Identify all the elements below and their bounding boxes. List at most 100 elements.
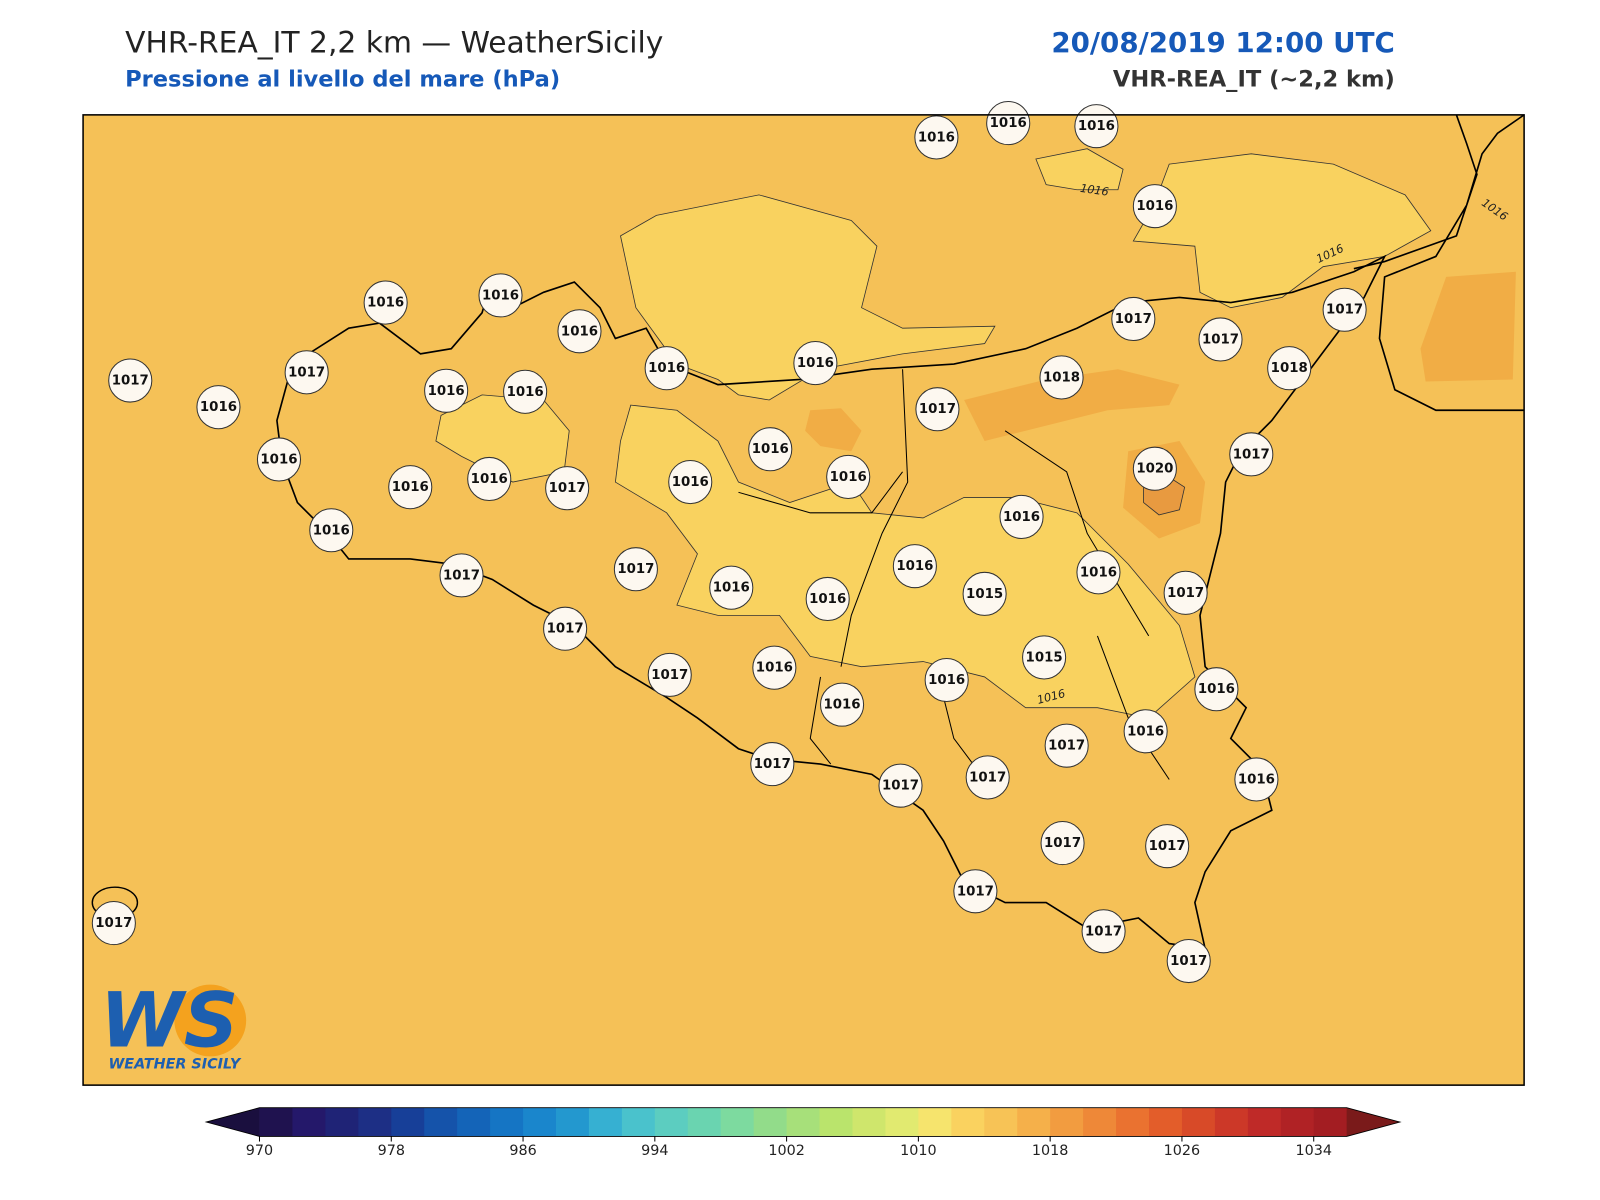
station-value: 1016	[672, 475, 709, 490]
station-value: 1016	[392, 480, 429, 495]
model: VHR-REA_IT (~2,2 km)	[1113, 67, 1395, 93]
station-value: 1017	[969, 770, 1006, 785]
station-value: 1016	[752, 442, 789, 457]
station-marker	[644, 346, 689, 391]
station-value: 1016	[482, 288, 519, 303]
station-marker	[1163, 570, 1208, 615]
station-value: 1017	[1233, 447, 1270, 462]
station-value: 1018	[1043, 370, 1080, 385]
station-marker	[613, 547, 658, 592]
station-value: 1017	[754, 757, 791, 772]
colorbar-tick-label: 1034	[1295, 1143, 1332, 1159]
station-value: 1020	[1136, 462, 1173, 477]
colorbar-bin	[885, 1107, 919, 1137]
station-value: 1016	[428, 384, 465, 399]
logo-text: WEATHER SICILY	[108, 1057, 241, 1073]
colorbar-bin	[588, 1107, 623, 1137]
station-marker	[647, 652, 692, 697]
station-marker	[1267, 346, 1312, 391]
station-value: 1017	[95, 916, 132, 931]
station-value: 1016	[200, 400, 237, 415]
station-marker	[999, 494, 1044, 539]
station-value: 1017	[882, 779, 919, 794]
station-value: 1016	[1003, 510, 1040, 525]
station-value: 1016	[713, 581, 750, 596]
colorbar-under	[206, 1107, 260, 1137]
colorbar-bin	[852, 1107, 886, 1137]
station-marker	[478, 273, 523, 318]
station-marker	[1022, 635, 1067, 680]
station-marker	[196, 385, 241, 430]
colorbar-bin	[490, 1107, 524, 1137]
station-marker	[256, 437, 302, 482]
pressure-zone	[1420, 271, 1516, 382]
station-value: 1017	[547, 622, 584, 637]
station-marker	[962, 571, 1007, 616]
colorbar-tick-label: 970	[246, 1143, 273, 1159]
station-value: 1017	[1048, 739, 1085, 754]
station-marker	[924, 657, 969, 703]
station-value: 1016	[1127, 724, 1164, 739]
station-marker	[1198, 317, 1243, 362]
station-value: 1016	[561, 324, 598, 339]
station-value: 1017	[957, 884, 994, 899]
station-value: 1016	[1078, 119, 1115, 134]
station-marker	[1111, 296, 1156, 342]
station-marker	[1322, 287, 1367, 332]
station-marker	[826, 454, 871, 499]
colorbar-bin	[819, 1107, 854, 1137]
station-value: 1017	[617, 562, 654, 577]
station-marker	[793, 341, 838, 386]
station-marker	[439, 553, 484, 598]
colorbar-bin	[523, 1107, 557, 1137]
colorbar-bin	[984, 1107, 1018, 1137]
pressure-zone	[620, 194, 996, 401]
logo: WS WEATHER SICILY	[100, 977, 247, 1073]
colorbar-bin	[720, 1107, 755, 1137]
pressure-zone	[805, 408, 862, 452]
colorbar-bin	[654, 1107, 689, 1137]
colorbar-bin	[1181, 1107, 1216, 1137]
colorbar-bin	[424, 1107, 458, 1137]
colorbar-bin	[951, 1107, 985, 1137]
station-value: 1015	[1026, 650, 1063, 665]
station-marker	[878, 763, 923, 808]
station-marker	[1194, 667, 1239, 712]
map-frame	[82, 114, 1525, 1086]
station-value: 1017	[1044, 836, 1081, 851]
station-marker	[1123, 709, 1168, 754]
colorbar-tick-label: 986	[509, 1143, 536, 1159]
colorbar-bin	[391, 1107, 425, 1137]
station-marker	[309, 508, 354, 553]
colorbar-bin	[786, 1107, 821, 1137]
colorbar-bin	[1280, 1107, 1315, 1137]
colorbar-bin	[1148, 1107, 1183, 1137]
colorbar-bin	[1083, 1107, 1117, 1137]
station-marker	[1040, 821, 1085, 866]
station-value: 1016	[507, 385, 544, 400]
station-value: 1016	[797, 356, 834, 371]
station-marker	[557, 309, 602, 354]
station-marker	[91, 901, 136, 946]
colorbar-bin	[358, 1107, 392, 1137]
colorbar-tick-label: 1002	[768, 1143, 805, 1159]
station-marker	[1229, 432, 1274, 477]
station-value: 1016	[990, 116, 1027, 131]
colorbar-tick-label: 1026	[1164, 1143, 1201, 1159]
station-value: 1016	[896, 559, 933, 574]
station-marker	[752, 645, 797, 690]
station-marker	[543, 606, 588, 651]
colorbar-bin	[621, 1107, 656, 1137]
station-marker	[1076, 550, 1121, 595]
colorbar-tick-label: 1010	[900, 1143, 937, 1159]
colorbar-bin	[1247, 1107, 1282, 1137]
colorbar-bin	[325, 1107, 359, 1137]
station-value: 1016	[809, 592, 846, 607]
colorbar-bin	[1313, 1107, 1348, 1137]
station-value: 1017	[1167, 586, 1204, 601]
province-border	[738, 369, 1170, 780]
colorbar-outline	[204, 1107, 1402, 1137]
colorbar-tick-label: 994	[641, 1143, 668, 1159]
colorbar-bin	[457, 1107, 491, 1137]
colorbar-bin	[555, 1107, 590, 1137]
